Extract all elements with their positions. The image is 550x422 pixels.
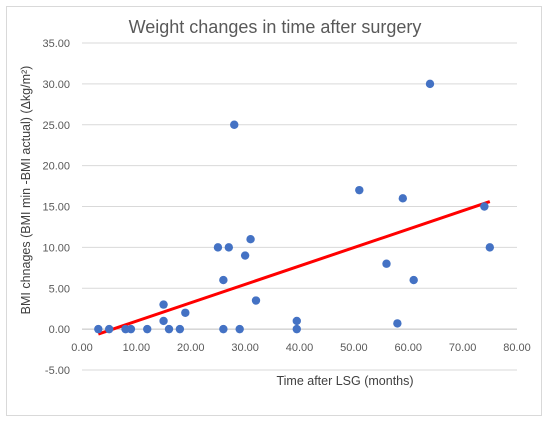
- data-point: [292, 316, 301, 326]
- data-point: [159, 316, 168, 326]
- y-tick-label: 35.00: [42, 38, 70, 50]
- y-tick-label: 0.00: [49, 324, 70, 336]
- chart-frame: [6, 6, 542, 416]
- data-point: [94, 324, 103, 334]
- data-point: [230, 120, 239, 129]
- y-tick-label: 25.00: [42, 120, 70, 132]
- data-point: [164, 324, 174, 334]
- trendline: [97, 200, 491, 336]
- data-point: [235, 324, 244, 334]
- y-tick-label: 5.00: [49, 283, 70, 295]
- data-point: [240, 251, 250, 260]
- x-tick-label: 0.00: [71, 342, 92, 354]
- data-point: [251, 296, 261, 305]
- x-tick-label: 40.00: [286, 342, 314, 354]
- data-point: [355, 185, 364, 195]
- x-tick-label: 60.00: [394, 342, 422, 354]
- data-point: [292, 324, 301, 334]
- x-tick-label: 10.00: [123, 342, 151, 354]
- data-point: [425, 79, 435, 89]
- data-point: [104, 324, 114, 334]
- data-point: [224, 243, 234, 252]
- data-point: [480, 202, 489, 211]
- y-tick-label: 10.00: [42, 242, 70, 254]
- data-point: [181, 308, 190, 317]
- data-point: [485, 243, 495, 252]
- y-tick-label: -5.00: [45, 365, 70, 377]
- chart-title: Weight changes in time after surgery: [128, 17, 422, 37]
- x-tick-label: 70.00: [449, 342, 477, 354]
- data-point: [143, 324, 152, 334]
- x-tick-label: 30.00: [231, 342, 259, 354]
- y-tick-label: 15.00: [42, 202, 70, 214]
- data-point: [219, 275, 228, 285]
- data-point: [126, 324, 136, 334]
- x-tick-label: 20.00: [177, 342, 205, 354]
- x-tick-label: 50.00: [340, 342, 368, 354]
- data-point: [159, 300, 168, 309]
- y-tick-label: 30.00: [42, 79, 70, 91]
- data-point: [398, 194, 408, 203]
- data-point: [409, 275, 418, 285]
- data-point: [175, 324, 185, 334]
- data-point: [382, 259, 391, 268]
- data-point: [213, 243, 223, 252]
- data-point: [393, 319, 402, 328]
- y-tick-label: 20.00: [42, 161, 70, 173]
- data-point: [246, 235, 255, 244]
- x-tick-label: 80.00: [503, 342, 531, 354]
- data-point: [219, 324, 228, 334]
- x-axis-label: Time after LSG (months): [276, 374, 414, 388]
